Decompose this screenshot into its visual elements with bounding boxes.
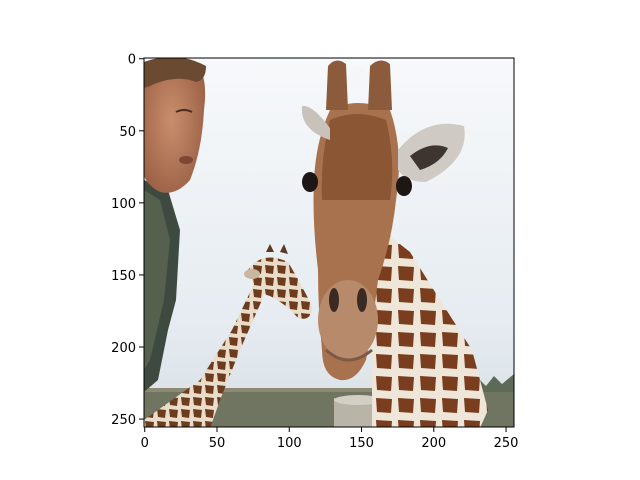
x-axis-ticks: 0 50 100 150 200 250 xyxy=(141,427,519,451)
x-tick-label: 250 xyxy=(494,436,519,451)
y-tick-label: 200 xyxy=(111,341,136,356)
y-axis-ticks: 0 50 100 150 200 250 xyxy=(111,53,144,428)
x-tick-label: 0 xyxy=(141,436,149,451)
y-tick-label: 250 xyxy=(111,413,136,428)
y-tick-label: 100 xyxy=(111,197,136,212)
y-tick-label: 0 xyxy=(128,53,136,68)
man-figure xyxy=(144,58,206,392)
large-giraffe xyxy=(301,60,488,427)
axes-frame xyxy=(143,57,515,428)
small-giraffe xyxy=(144,244,312,427)
plot-image xyxy=(144,58,514,427)
y-tick-label: 150 xyxy=(111,269,136,284)
x-tick-label: 50 xyxy=(209,436,226,451)
x-tick-label: 150 xyxy=(349,436,374,451)
x-tick-label: 200 xyxy=(421,436,446,451)
y-tick-label: 50 xyxy=(119,125,136,140)
x-tick-label: 100 xyxy=(277,436,302,451)
